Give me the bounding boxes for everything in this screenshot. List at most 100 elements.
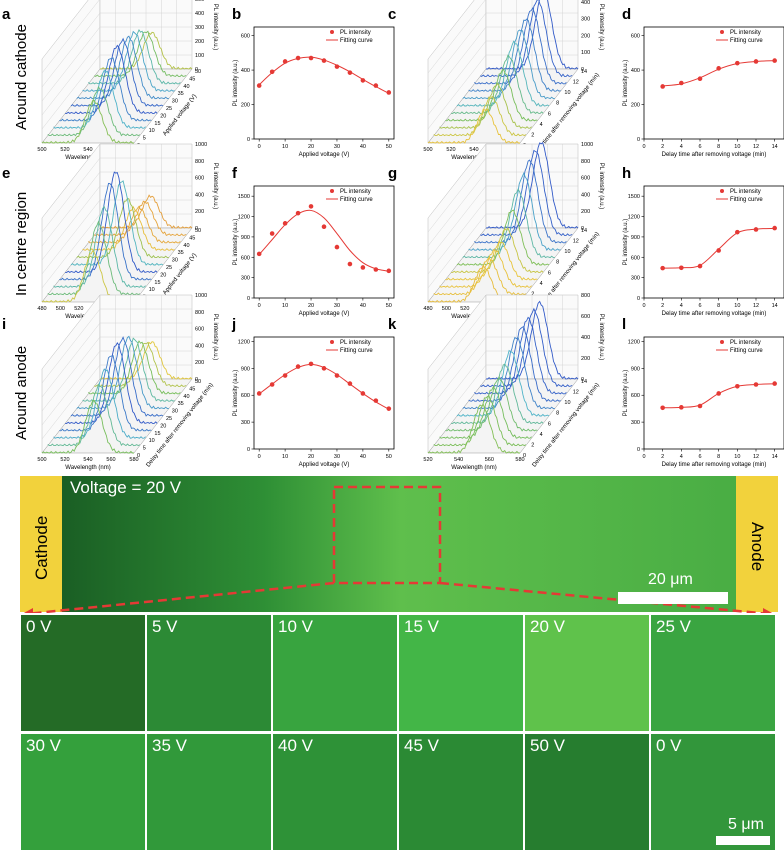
x-tick-label: 520 [60,457,69,463]
scale-bar-label-large: 20 μm [648,571,693,588]
z-tick-label: 10 [149,128,155,134]
y-tick-label: 200 [581,33,590,39]
y-tick-label: 400 [581,335,590,341]
tile-voltage-label: 50 V [530,736,566,755]
legend-label-points: PL intensity [730,340,761,346]
spectrum-trace [462,188,555,259]
grid-line [427,308,487,384]
y-tick-label: 100 [195,53,204,59]
x-tick-label: 480 [37,306,46,312]
z-tick-label: 45 [189,76,195,82]
spectrum-trace [53,368,146,439]
y-tick-label: 0 [247,447,250,453]
y-axis-label: PL intensity (a.u.) [598,314,604,360]
spectrum-trace [53,69,146,129]
x-tick-label: 50 [386,303,392,309]
z-tick-label: 10 [149,438,155,444]
legend-label-fit: Fitting curve [340,197,373,203]
y-tick-label: 1000 [195,293,207,299]
z-tick-label: 10 [564,400,570,406]
y-tick-label: 0 [637,296,640,302]
x-tick-label: 560 [106,457,115,463]
spectrum-trace [451,363,544,424]
spectrum-trace [65,171,158,273]
row-label-centre: In centre region [13,192,30,296]
chart-d: d 0 2 4 6 8 10 12 14 0 200 400 600 Delay time after r… [622,6,784,158]
x-tick-label: 0 [642,303,645,309]
legend-marker-points [330,30,334,34]
y-tick-label: 1000 [195,142,207,148]
grid-line [427,171,487,247]
x-tick-label: 0 [258,144,261,150]
z-tick-label: 25 [166,106,172,112]
data-point [308,55,314,61]
y-axis-label: PL intensity (a.u.) [233,60,239,106]
z-tick-label: 0 [523,453,526,459]
micrograph-tile [19,732,147,852]
x-axis-label: Delay time after removing voltage (min) [662,311,767,317]
z-tick-label: 12 [573,390,579,396]
x-tick-label: 14 [772,303,778,309]
data-point [334,64,340,69]
spectrum-trace [433,95,527,137]
spectrum-trace [76,335,169,410]
plot-frame-l [643,336,784,450]
tile-voltage-label: 5 V [152,617,178,636]
z-tick-label: 6 [548,421,551,427]
x-tick-label: 520 [460,306,469,312]
spectrum-trace [76,197,169,259]
y-tick-label: 1500 [628,194,640,200]
spectrum-trace [47,383,141,447]
x-tick-label: 20 [308,454,314,460]
x-tick-label: 4 [680,454,683,460]
panel-label-a: a [2,6,11,23]
spectrum-trace [47,220,141,296]
z-tick-label: 25 [166,265,172,271]
spectrum-trace [462,29,555,100]
x-tick-label: 4 [680,144,683,150]
x-tick-label: 8 [717,144,720,150]
x-tick-label: 580 [129,457,138,463]
data-point [697,263,703,269]
y-tick-label: 0 [581,226,584,232]
fit-curve-l [662,383,775,409]
x-tick-label: 540 [469,147,478,153]
tile-voltage-label: 45 V [404,736,440,755]
panel-label-f: f [232,165,238,182]
data-point [347,381,353,386]
z-tick-label: 40 [183,84,189,90]
y-tick-label: 800 [195,310,204,316]
data-point [282,373,288,378]
y-axis-label: PL intensity (a.u.) [623,219,629,265]
x-tick-label: 500 [56,306,65,312]
y-tick-label: 300 [581,17,590,23]
panel-label-h: h [622,165,631,182]
z-tick-label: 10 [564,90,570,96]
y-tick-label: 200 [195,209,204,215]
tile-voltage-label: 0 V [656,736,682,755]
spectrum-trace [445,68,538,122]
grid-line [427,54,487,130]
anode-label: Anode [748,522,767,571]
micrograph-tile [523,732,651,852]
x-axis-label: Delay time after removing voltage (min) [662,152,767,158]
y-tick-label: 1200 [238,339,250,345]
z-tick-label: 40 [183,394,189,400]
grid-line [427,322,487,398]
x-tick-label: 540 [454,457,463,463]
x-tick-label: 0 [642,454,645,460]
x-tick-label: 500 [423,147,432,153]
spectrum-trace [474,6,567,85]
data-point [660,405,665,411]
y-tick-label: 800 [581,293,590,299]
data-point [334,373,340,378]
spectrum-trace [76,35,169,100]
z-tick-label: 14 [581,228,587,234]
y-axis-label: PL intensity (a.u.) [233,219,239,265]
y-tick-label: 1500 [238,194,250,200]
voltage-label: Voltage = 20 V [70,478,182,497]
z-tick-label: 50 [195,228,201,234]
data-point [716,66,721,71]
